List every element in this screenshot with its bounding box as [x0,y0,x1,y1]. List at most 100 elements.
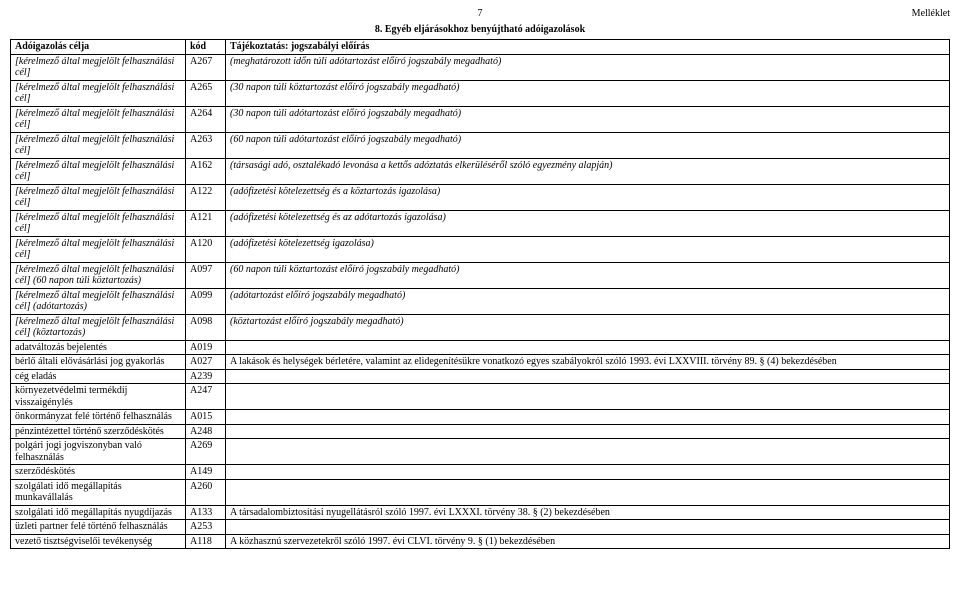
cell-purpose: pénzintézettel történő szerződéskötés [11,424,186,439]
cell-regulation: (adófizetési kötelezettség és az adótart… [226,210,950,236]
cell-regulation [226,465,950,480]
cell-purpose: [kérelmező által megjelölt felhasználási… [11,158,186,184]
cell-code: A162 [186,158,226,184]
cell-regulation [226,410,950,425]
table-row: szolgálati idő megállapítás nyugdíjazásA… [11,505,950,520]
cell-purpose: polgári jogi jogviszonyban való felhaszn… [11,439,186,465]
cell-regulation [226,439,950,465]
cell-code: A118 [186,534,226,549]
table-row: [kérelmező által megjelölt felhasználási… [11,288,950,314]
cell-purpose: [kérelmező által megjelölt felhasználási… [11,132,186,158]
cell-purpose: adatváltozás bejelentés [11,340,186,355]
cell-code: A019 [186,340,226,355]
cell-purpose: vezető tisztségviselői tevékenység [11,534,186,549]
table-row: [kérelmező által megjelölt felhasználási… [11,236,950,262]
cell-regulation [226,369,950,384]
cell-regulation [226,520,950,535]
cell-regulation: (adótartozást előíró jogszabály megadhat… [226,288,950,314]
table-row: [kérelmező által megjelölt felhasználási… [11,210,950,236]
cell-purpose: [kérelmező által megjelölt felhasználási… [11,54,186,80]
table-row: [kérelmező által megjelölt felhasználási… [11,54,950,80]
cell-regulation: A közhasznú szervezetekről szóló 1997. é… [226,534,950,549]
table-row: cég eladásA239 [11,369,950,384]
cell-code: A027 [186,355,226,370]
cell-code: A122 [186,184,226,210]
cell-purpose: bérlő általi elővásárlási jog gyakorlás [11,355,186,370]
appendix-label: Melléklet [912,8,950,19]
cell-purpose: [kérelmező által megjelölt felhasználási… [11,210,186,236]
table-row: [kérelmező által megjelölt felhasználási… [11,262,950,288]
cell-regulation: (társasági adó, osztalékadó levonása a k… [226,158,950,184]
cell-purpose: [kérelmező által megjelölt felhasználási… [11,184,186,210]
cell-regulation: (30 napon túli adótartozást előíró jogsz… [226,106,950,132]
cell-code: A239 [186,369,226,384]
cell-code: A121 [186,210,226,236]
section-title: 8. Egyéb eljárásokhoz benyújtható adóiga… [10,24,950,35]
cell-regulation: (köztartozást előíró jogszabály megadhat… [226,314,950,340]
table-row: környezetvédelmi termékdíj visszaigénylé… [11,384,950,410]
cell-code: A149 [186,465,226,480]
cell-purpose: [kérelmező által megjelölt felhasználási… [11,80,186,106]
cell-purpose: szerződéskötés [11,465,186,480]
cell-code: A248 [186,424,226,439]
cell-regulation: (60 napon túli köztartozást előíró jogsz… [226,262,950,288]
cell-regulation: A társadalombiztosítási nyugellátásról s… [226,505,950,520]
cell-purpose: [kérelmező által megjelölt felhasználási… [11,236,186,262]
table-row: [kérelmező által megjelölt felhasználási… [11,132,950,158]
table-row: [kérelmező által megjelölt felhasználási… [11,158,950,184]
cell-purpose: [kérelmező által megjelölt felhasználási… [11,314,186,340]
cell-purpose: [kérelmező által megjelölt felhasználási… [11,288,186,314]
cell-code: A269 [186,439,226,465]
cell-regulation [226,424,950,439]
col-header-regulation: Tájékoztatás: jogszabályi előírás [226,40,950,55]
cell-code: A253 [186,520,226,535]
table-row: vezető tisztségviselői tevékenységA118A … [11,534,950,549]
col-header-purpose: Adóigazolás célja [11,40,186,55]
table-row: üzleti partner felé történő felhasználás… [11,520,950,535]
table-row: pénzintézettel történő szerződéskötésA24… [11,424,950,439]
cell-code: A265 [186,80,226,106]
cell-purpose: önkormányzat felé történő felhasználás [11,410,186,425]
table-row: polgári jogi jogviszonyban való felhaszn… [11,439,950,465]
certificates-table: Adóigazolás célja kód Tájékoztatás: jogs… [10,39,950,549]
cell-purpose: cég eladás [11,369,186,384]
col-header-code: kód [186,40,226,55]
cell-regulation [226,340,950,355]
cell-code: A097 [186,262,226,288]
cell-regulation: (meghatározott időn túli adótartozást el… [226,54,950,80]
table-row: önkormányzat felé történő felhasználásA0… [11,410,950,425]
cell-code: A098 [186,314,226,340]
cell-purpose: [kérelmező által megjelölt felhasználási… [11,106,186,132]
cell-regulation: A lakások és helységek bérletére, valami… [226,355,950,370]
cell-regulation: (60 napon túli adótartozást előíró jogsz… [226,132,950,158]
cell-code: A263 [186,132,226,158]
cell-code: A015 [186,410,226,425]
cell-code: A260 [186,479,226,505]
page-header: 7 Melléklet [10,8,950,22]
table-row: [kérelmező által megjelölt felhasználási… [11,184,950,210]
cell-code: A264 [186,106,226,132]
cell-regulation [226,479,950,505]
table-row: [kérelmező által megjelölt felhasználási… [11,314,950,340]
table-row: [kérelmező által megjelölt felhasználási… [11,80,950,106]
table-header-row: Adóigazolás célja kód Tájékoztatás: jogs… [11,40,950,55]
cell-purpose: környezetvédelmi termékdíj visszaigénylé… [11,384,186,410]
cell-code: A120 [186,236,226,262]
cell-code: A099 [186,288,226,314]
cell-purpose: [kérelmező által megjelölt felhasználási… [11,262,186,288]
cell-purpose: szolgálati idő megállapítás nyugdíjazás [11,505,186,520]
cell-code: A247 [186,384,226,410]
table-row: adatváltozás bejelentésA019 [11,340,950,355]
table-row: bérlő általi elővásárlási jog gyakorlásA… [11,355,950,370]
page-number: 7 [478,8,483,19]
table-row: szolgálati idő megállapítás munkavállalá… [11,479,950,505]
table-row: szerződéskötésA149 [11,465,950,480]
cell-code: A133 [186,505,226,520]
cell-regulation: (adófizetési kötelezettség és a köztarto… [226,184,950,210]
table-row: [kérelmező által megjelölt felhasználási… [11,106,950,132]
cell-regulation: (30 napon túli köztartozást előíró jogsz… [226,80,950,106]
cell-purpose: üzleti partner felé történő felhasználás [11,520,186,535]
cell-code: A267 [186,54,226,80]
cell-regulation: (adófizetési kötelezettség igazolása) [226,236,950,262]
cell-regulation [226,384,950,410]
